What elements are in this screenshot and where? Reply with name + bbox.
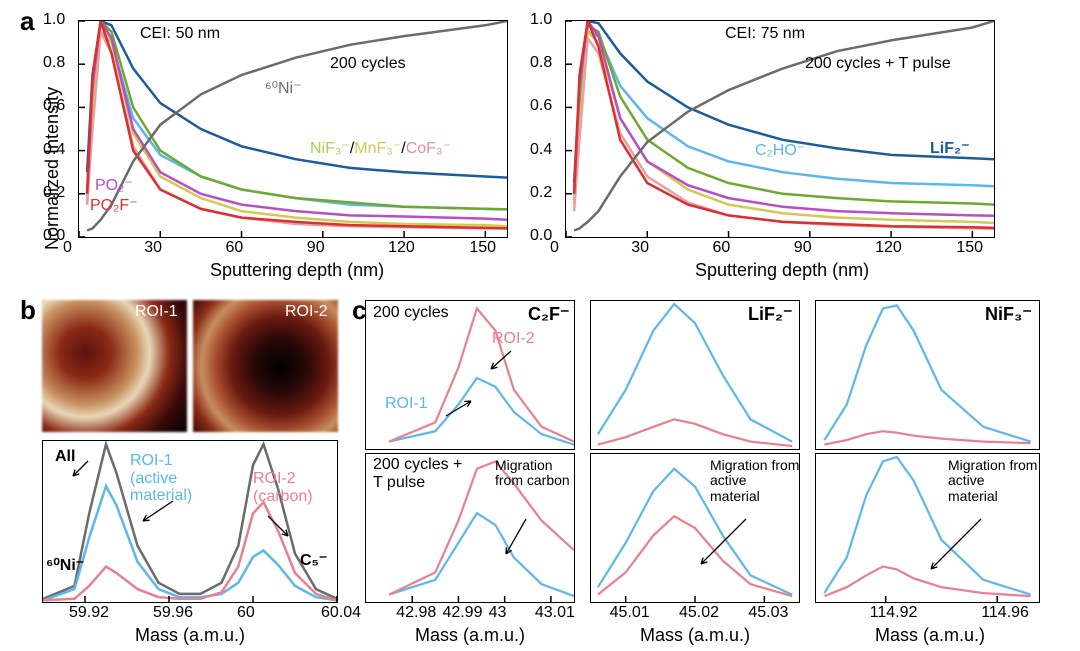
x-tick: 60 [226, 239, 244, 257]
y-tick: 1.0 [530, 11, 552, 29]
migration-carbon: Migration from carbon [495, 458, 575, 489]
x-tick: 30 [631, 239, 649, 257]
migration-active-2: Migration from active material [710, 458, 800, 504]
c2ho-label: C₂HO⁻ [755, 140, 805, 160]
cei-right-label: CEI: 75 nm [725, 25, 805, 43]
ni-label-left: ⁶⁰Ni⁻ [265, 78, 302, 98]
roi1-c1: ROI-1 [385, 395, 428, 413]
x-tick: 59.96 [153, 604, 193, 622]
y-tick: 0.4 [43, 141, 65, 159]
roi1-img-label: ROI-1 [135, 303, 178, 321]
title-right: 200 cycles + T pulse [805, 55, 951, 73]
y-tick: 0.2 [43, 184, 65, 202]
c2f-title: C₂F⁻ [528, 304, 570, 325]
y-tick: 0.0 [43, 227, 65, 245]
y-tick: 0.6 [530, 97, 552, 115]
x-tick: 90 [307, 239, 325, 257]
y-tick: 0.8 [43, 54, 65, 72]
nif3-label: NiF₃⁻/MnF₃⁻/CoF₃⁻ [310, 138, 451, 158]
x-tick: 45.01 [610, 604, 650, 622]
x-tick: 59.92 [69, 604, 109, 622]
x-tick: 42.98 [396, 604, 436, 622]
x-tick: 120 [875, 239, 902, 257]
x-tick: 150 [469, 239, 496, 257]
x-tick: 45.02 [679, 604, 719, 622]
all-label: All [55, 448, 75, 466]
x-tick: 120 [388, 239, 415, 257]
y-tick: 0.6 [43, 97, 65, 115]
lif2-title: LiF₂⁻ [748, 304, 793, 325]
x-tick: 150 [956, 239, 983, 257]
panel-c2-xlabel: Mass (a.m.u.) [640, 625, 750, 646]
x-tick: 45.03 [748, 604, 788, 622]
x-tick: 60.04 [321, 604, 361, 622]
roi2-c1: ROI-2 [492, 330, 535, 348]
panel-c3-xlabel: Mass (a.m.u.) [875, 625, 985, 646]
x-tick: 43.01 [535, 604, 575, 622]
panel-a-label: a [20, 6, 34, 37]
cei-left-label: CEI: 50 nm [140, 25, 220, 43]
migration-active-3: Migration from active material [948, 458, 1038, 504]
x-tick: 114.92 [870, 604, 918, 622]
c-bot-title-1: 200 cycles + T pulse [373, 456, 468, 491]
y-tick: 0.2 [530, 184, 552, 202]
panel-a-left-chart [78, 20, 508, 238]
x-tick: 114.96 [981, 604, 1029, 622]
nif3-title: NiF₃⁻ [985, 304, 1032, 325]
x-tick: 90 [794, 239, 812, 257]
po2-label: PO₂⁻ [95, 175, 133, 195]
y-tick: 0.8 [530, 54, 552, 72]
panel-a-right-xlabel: Sputtering depth (nm) [695, 260, 869, 281]
panel-a-right-chart [565, 20, 995, 238]
y-tick: 0.4 [530, 141, 552, 159]
lif2-label: LiF₂⁻ [930, 138, 970, 158]
x-tick: 42.99 [442, 604, 482, 622]
roi2-img-label: ROI-2 [285, 303, 328, 321]
panel-b-label: b [20, 295, 36, 326]
roi1-legend: ROI-1 (active material) [130, 452, 220, 505]
x-tick: 60 [237, 604, 255, 622]
roi2-legend: ROI-2 (carbon) [253, 470, 323, 505]
y-tick: 1.0 [43, 11, 65, 29]
y-tick: 0.0 [530, 227, 552, 245]
ni-b-label: ⁶⁰Ni⁻ [46, 555, 84, 575]
panel-b-xlabel: Mass (a.m.u.) [135, 625, 245, 646]
x-tick: 30 [144, 239, 162, 257]
x-tick: 60 [713, 239, 731, 257]
panel-c1-xlabel: Mass (a.m.u.) [415, 625, 525, 646]
title-left: 200 cycles [330, 55, 406, 73]
po2f-label: PO₂F⁻ [90, 195, 138, 215]
panel-a-left-xlabel: Sputtering depth (nm) [210, 260, 384, 281]
c-top-title-1: 200 cycles [373, 304, 449, 322]
x-tick: 43 [489, 604, 507, 622]
c5-label: C₅⁻ [300, 550, 327, 570]
